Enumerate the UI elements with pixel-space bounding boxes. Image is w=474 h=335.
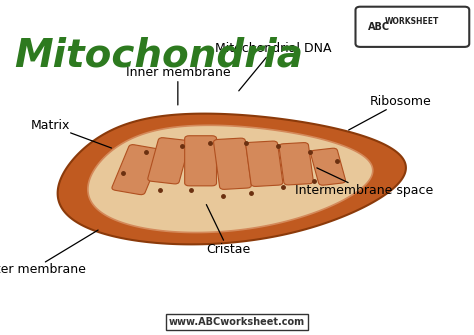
Polygon shape bbox=[88, 125, 373, 232]
Polygon shape bbox=[58, 114, 406, 244]
FancyBboxPatch shape bbox=[310, 148, 346, 185]
Text: Inner membrane: Inner membrane bbox=[126, 66, 230, 105]
Text: Mitochondria: Mitochondria bbox=[14, 37, 303, 75]
Text: www.ABCworksheet.com: www.ABCworksheet.com bbox=[169, 317, 305, 327]
FancyBboxPatch shape bbox=[279, 143, 313, 185]
Text: Ribosome: Ribosome bbox=[349, 95, 432, 130]
Text: Intermembrane space: Intermembrane space bbox=[295, 168, 434, 197]
Text: Mitochondrial DNA: Mitochondrial DNA bbox=[215, 42, 332, 91]
Text: Matrix: Matrix bbox=[31, 119, 111, 148]
Text: Outer membrane: Outer membrane bbox=[0, 230, 98, 276]
Text: ABC: ABC bbox=[368, 22, 390, 32]
FancyBboxPatch shape bbox=[148, 138, 190, 184]
Text: WORKSHEET: WORKSHEET bbox=[385, 17, 439, 26]
FancyBboxPatch shape bbox=[214, 138, 251, 189]
FancyBboxPatch shape bbox=[246, 141, 283, 187]
Text: Cristae: Cristae bbox=[206, 205, 250, 256]
FancyBboxPatch shape bbox=[112, 145, 162, 195]
FancyBboxPatch shape bbox=[185, 136, 217, 186]
